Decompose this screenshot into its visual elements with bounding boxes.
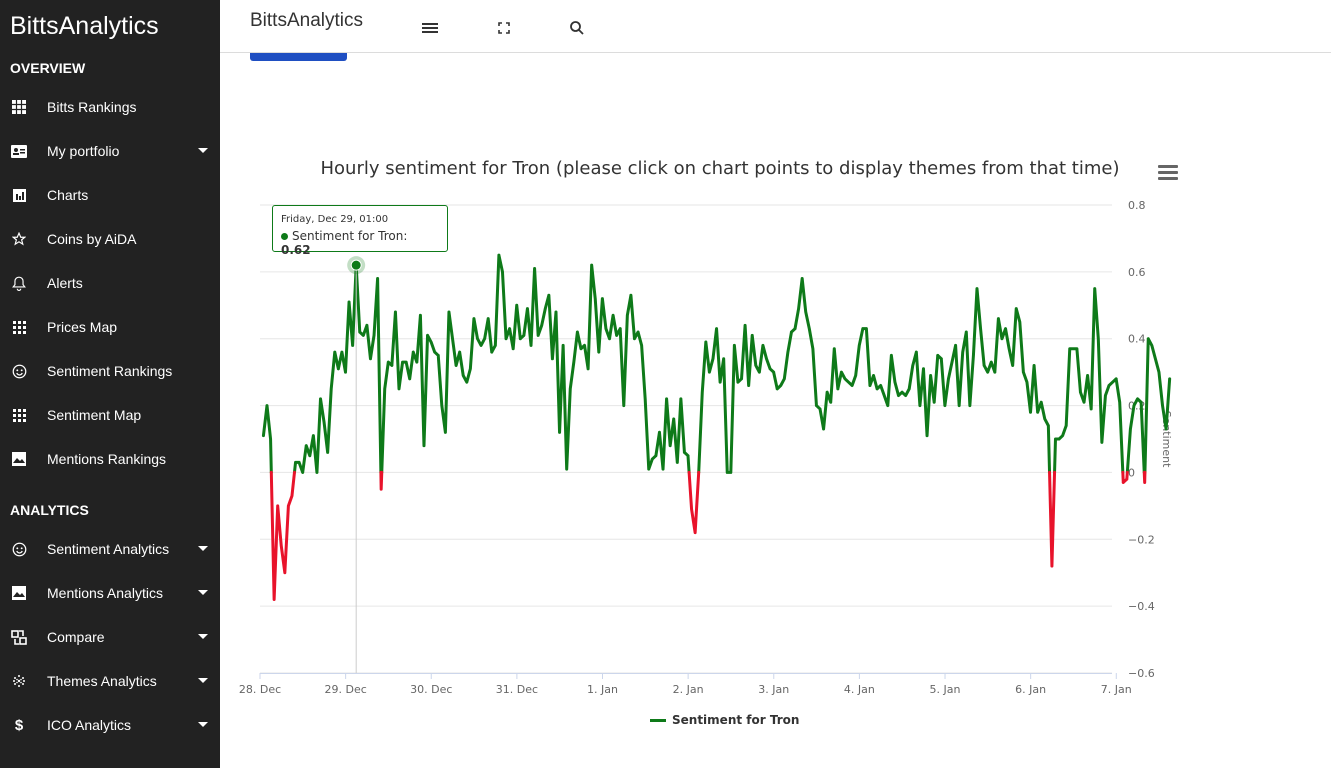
sentiment-series: [261, 253, 1172, 601]
y-tick-label: −0.6: [1128, 667, 1155, 680]
sidebar-item-prices-map[interactable]: Prices Map: [0, 305, 220, 349]
chevron-down-icon[interactable]: [198, 634, 208, 639]
x-tick-label: 3. Jan: [758, 683, 789, 696]
image-chart-icon: [11, 585, 27, 601]
x-tick-label: 7. Jan: [1101, 683, 1132, 696]
sidebar-item-label: Sentiment Analytics: [47, 541, 170, 557]
chevron-down-icon[interactable]: [198, 590, 208, 595]
topbar-title: BittsAnalytics: [250, 10, 363, 31]
fullscreen-icon[interactable]: [494, 18, 514, 38]
search-icon[interactable]: [567, 18, 587, 38]
y-tick-label: 0.4: [1128, 333, 1146, 346]
bar-chart-icon: [11, 187, 27, 203]
topbar: BittsAnalytics: [220, 0, 1331, 53]
sidebar-item-ico-analytics[interactable]: $ ICO Analytics: [0, 703, 220, 747]
sidebar-item-label: Bitts Rankings: [47, 99, 137, 115]
star-icon: [11, 231, 27, 247]
sidebar-item-my-portfolio[interactable]: My portfolio: [0, 129, 220, 173]
sidebar-item-themes-analytics[interactable]: Themes Analytics: [0, 659, 220, 703]
sidebar-item-label: Prices Map: [47, 319, 118, 335]
y-tick-label: −0.2: [1128, 533, 1155, 546]
x-axis-tick-labels: 28. Dec 29. Dec 30. Dec 31. Dec 1. Jan 2. Jan…: [239, 673, 1132, 696]
y-tick-label: 0.8: [1128, 199, 1146, 212]
chevron-down-icon[interactable]: [198, 722, 208, 727]
series-line-negative[interactable]: [269, 470, 1147, 601]
smiley-icon: [11, 363, 27, 379]
x-tick-label: 6. Jan: [1015, 683, 1046, 696]
tooltip-date: Friday, Dec 29, 01:00: [281, 214, 389, 225]
sidebar-item-coins-by-aida[interactable]: Coins by AiDA: [0, 217, 220, 261]
y-tick-label: −0.4: [1128, 600, 1155, 613]
chart-tooltip: Friday, Dec 29, 01:00 Sentiment for Tron…: [272, 205, 448, 257]
sidebar-item-label: Mentions Rankings: [47, 451, 167, 467]
x-tick-label: 31. Dec: [496, 683, 538, 696]
grid-icon: [11, 99, 27, 115]
x-tick-label: 29. Dec: [324, 683, 366, 696]
dots-grid-icon: [11, 407, 27, 423]
sidebar-item-alerts[interactable]: Alerts: [0, 261, 220, 305]
x-tick-label: 30. Dec: [410, 683, 452, 696]
sidebar-item-label: Charts: [47, 187, 89, 203]
sidebar-brand[interactable]: BittsAnalytics: [10, 12, 159, 40]
tooltip-series-label: Sentiment for Tron:: [292, 229, 408, 243]
series-line-positive[interactable]: [261, 253, 1172, 474]
primary-button-partial[interactable]: [250, 53, 347, 61]
sidebar-item-label: Themes Analytics: [47, 673, 157, 689]
chevron-down-icon[interactable]: [198, 678, 208, 683]
sidebar-item-label: Compare: [47, 629, 105, 645]
x-tick-label: 4. Jan: [844, 683, 875, 696]
id-card-icon: [11, 143, 27, 159]
dollar-icon: $: [11, 717, 27, 733]
x-tick-label: 5. Jan: [930, 683, 961, 696]
chart-legend-item[interactable]: Sentiment for Tron: [650, 713, 799, 727]
sidebar: BittsAnalytics OVERVIEW Bitts Rankings My…: [0, 0, 220, 768]
sidebar-item-sentiment-analytics[interactable]: Sentiment Analytics: [0, 527, 220, 571]
sidebar-item-charts[interactable]: Charts: [0, 173, 220, 217]
chevron-down-icon[interactable]: [198, 546, 208, 551]
chevron-down-icon[interactable]: [198, 148, 208, 153]
hover-marker: [347, 256, 366, 673]
hover-point[interactable]: [350, 259, 362, 271]
hamburger-icon[interactable]: [420, 18, 440, 38]
sidebar-item-compare[interactable]: Compare: [0, 615, 220, 659]
svg-text:$: $: [15, 717, 24, 733]
chart-menu-icon[interactable]: [1158, 165, 1178, 183]
y-tick-label: 0: [1128, 466, 1135, 479]
chart-title: Hourly sentiment for Tron (please click …: [320, 158, 1120, 179]
sphere-icon: [11, 673, 27, 689]
image-chart-icon: [11, 451, 27, 467]
x-tick-label: 1. Jan: [587, 683, 618, 696]
tooltip-series-dot: [281, 233, 288, 240]
sidebar-item-label: Alerts: [47, 275, 83, 291]
sidebar-item-mentions-rankings[interactable]: Mentions Rankings: [0, 437, 220, 481]
sidebar-item-label: Coins by AiDA: [47, 231, 137, 247]
sidebar-item-label: Mentions Analytics: [47, 585, 163, 601]
x-tick-label: 28. Dec: [239, 683, 281, 696]
compare-icon: [11, 629, 27, 645]
legend-label: Sentiment for Tron: [672, 713, 800, 727]
tooltip-value: 0.62: [281, 243, 311, 257]
sidebar-item-sentiment-map[interactable]: Sentiment Map: [0, 393, 220, 437]
y-tick-label: 0.6: [1128, 266, 1146, 279]
y-axis-tick-labels: 0.80.60.40.20−0.2−0.4−0.6: [1128, 199, 1155, 680]
tooltip-value-row: Sentiment for Tron: 0.62: [281, 229, 439, 257]
bell-icon: [11, 275, 27, 291]
sidebar-item-bitts-rankings[interactable]: Bitts Rankings: [0, 85, 220, 129]
sidebar-item-label: My portfolio: [47, 143, 120, 159]
legend-swatch: [650, 718, 666, 722]
sidebar-item-sentiment-rankings[interactable]: Sentiment Rankings: [0, 349, 220, 393]
sidebar-item-label: Sentiment Map: [47, 407, 142, 423]
sidebar-item-label: Sentiment Rankings: [47, 363, 173, 379]
sidebar-item-label: ICO Analytics: [47, 717, 132, 733]
sidebar-item-mentions-analytics[interactable]: Mentions Analytics: [0, 571, 220, 615]
smiley-icon: [11, 541, 27, 557]
dots-grid-icon: [11, 319, 27, 335]
overview-section-label: OVERVIEW: [10, 60, 86, 76]
y-axis-label: Sentiment: [1160, 411, 1173, 469]
chart-gridlines: [260, 204, 1112, 674]
analytics-section-label: ANALYTICS: [10, 502, 89, 518]
x-tick-label: 2. Jan: [673, 683, 704, 696]
